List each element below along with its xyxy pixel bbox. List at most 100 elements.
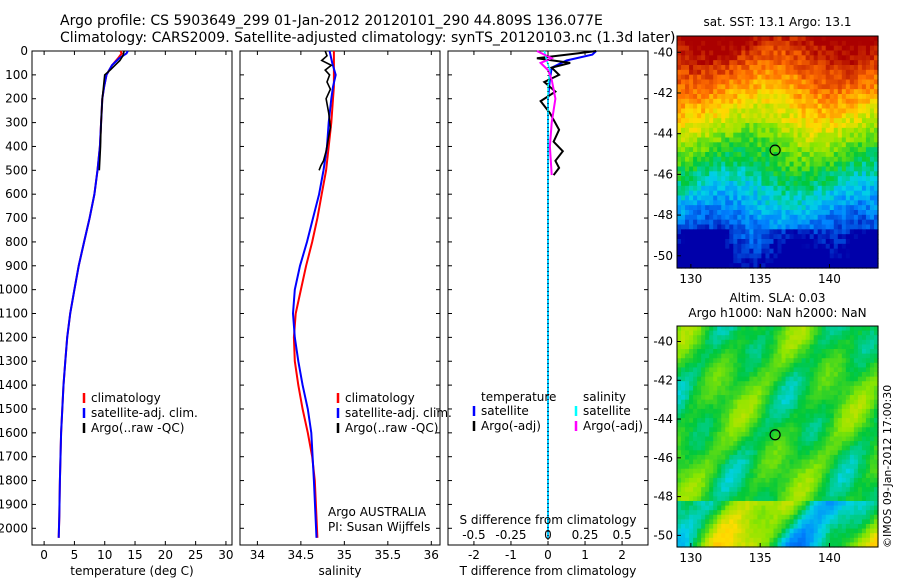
sla-map-cell	[861, 477, 867, 484]
sst-map-cell	[693, 50, 698, 56]
sst-map-cell	[813, 127, 819, 134]
sst-map-cell	[709, 74, 714, 81]
sst-map-cell	[773, 84, 779, 90]
sla-map-cell	[833, 339, 839, 346]
sst-map-cell	[869, 219, 875, 226]
sst-map-cell	[809, 161, 815, 168]
sla-map-cell	[837, 358, 843, 364]
sst-map-cell	[793, 60, 799, 66]
sst-map-cell	[761, 200, 767, 206]
sla-map-cell	[733, 528, 738, 534]
sla-map-cell	[861, 399, 867, 405]
sla-map-cell	[857, 445, 863, 451]
sla-map-cell	[701, 496, 706, 502]
sla-map-cell	[805, 523, 811, 530]
sst-map-cell	[725, 60, 730, 66]
sst-map-cell	[849, 113, 855, 119]
sst-map-cell	[865, 40, 871, 47]
sst-map-cell	[721, 89, 726, 95]
sla-map-cell	[685, 519, 690, 525]
sla-map-cell	[693, 362, 698, 369]
sst-map-cell	[821, 205, 827, 211]
sst-map-cell	[845, 224, 851, 230]
sla-map-cell	[757, 395, 763, 401]
sst-map-cell	[693, 118, 698, 124]
sla-map-cell	[745, 339, 750, 346]
sst-map-cell	[785, 253, 791, 259]
sst-map-cell	[705, 205, 710, 211]
sst-map-cell	[713, 258, 718, 264]
sst-map-cell	[693, 219, 698, 226]
sst-map-cell	[801, 181, 807, 187]
sst-map-cell	[681, 248, 686, 255]
sla-map-cell	[705, 482, 710, 488]
sst-map-cell	[849, 98, 855, 105]
sst-map-cell	[741, 123, 746, 129]
sla-map-cell	[681, 441, 686, 447]
sst-map-cell	[869, 161, 875, 168]
sst-map-cell	[777, 166, 783, 172]
sst-map-cell	[825, 36, 831, 42]
sla-map-cell	[765, 510, 771, 516]
sst-map-cell	[805, 248, 811, 255]
sst-map-cell	[765, 200, 771, 206]
sst-map-cell	[813, 195, 819, 201]
sla-map-cell	[793, 510, 799, 516]
sst-map-cell	[773, 214, 779, 221]
sst-map-cell	[753, 142, 758, 148]
sla-map-cell	[841, 441, 847, 447]
sst-map-cell	[869, 176, 875, 182]
sst-map-cell	[705, 55, 710, 61]
sst-map-cell	[853, 224, 859, 230]
sst-map-cell	[793, 123, 799, 129]
sst-map-cell	[801, 176, 807, 182]
sla-map-cell	[729, 362, 734, 369]
sst-map-cell	[869, 253, 875, 259]
sla-map-cell	[833, 510, 839, 516]
sla-map-cell	[865, 372, 871, 378]
sla-map-cell	[793, 454, 799, 461]
sst-map-cell	[841, 185, 847, 192]
sst-map-cell	[821, 258, 827, 264]
sst-map-cell	[689, 176, 694, 182]
sla-map-cell	[833, 330, 839, 336]
sla-map-cell	[841, 523, 847, 530]
sla-map-cell	[769, 510, 775, 516]
sla-map-cell	[837, 344, 843, 350]
sla-map-cell	[801, 537, 807, 543]
sst-map-cell	[841, 181, 847, 187]
sla-map-cell	[685, 491, 690, 497]
sst-map-cell	[849, 190, 855, 197]
sla-map-cell	[717, 408, 722, 415]
sla-map-cell	[837, 468, 843, 474]
sla-map-cell	[717, 376, 722, 382]
diff-legend-label: Argo(-adj)	[481, 419, 541, 433]
sst-map-cell	[737, 263, 742, 269]
sla-map-cell	[865, 523, 871, 530]
sst-map-cell	[845, 118, 851, 124]
sst-map-cell	[689, 55, 694, 61]
sla-map-cell	[725, 528, 730, 534]
sla-map-cell	[873, 404, 879, 410]
sla-map-cell	[741, 385, 746, 392]
sst-map-cell	[749, 69, 754, 76]
sst-map-cell	[757, 243, 763, 250]
sst-map-cell	[793, 74, 799, 81]
sst-map-cell	[697, 142, 702, 148]
sst-map-cell	[821, 166, 827, 172]
sst-map-cell	[789, 69, 795, 76]
difference-series-3	[536, 50, 557, 176]
sst-map-cell	[745, 200, 750, 206]
sst-map-cell	[753, 161, 758, 168]
sla-map-cell	[733, 395, 738, 401]
sst-map-cell	[785, 210, 791, 216]
sst-map-cell	[721, 50, 726, 56]
sst-map-cell	[793, 248, 799, 255]
sst-map-cell	[769, 79, 775, 85]
sst-map-cell	[825, 123, 831, 129]
sla-map-cell	[817, 376, 823, 382]
sla-map-cell	[861, 514, 867, 520]
sst-map-cell	[781, 36, 787, 42]
sst-map-cell	[805, 258, 811, 264]
sst-map-cell	[777, 118, 783, 124]
